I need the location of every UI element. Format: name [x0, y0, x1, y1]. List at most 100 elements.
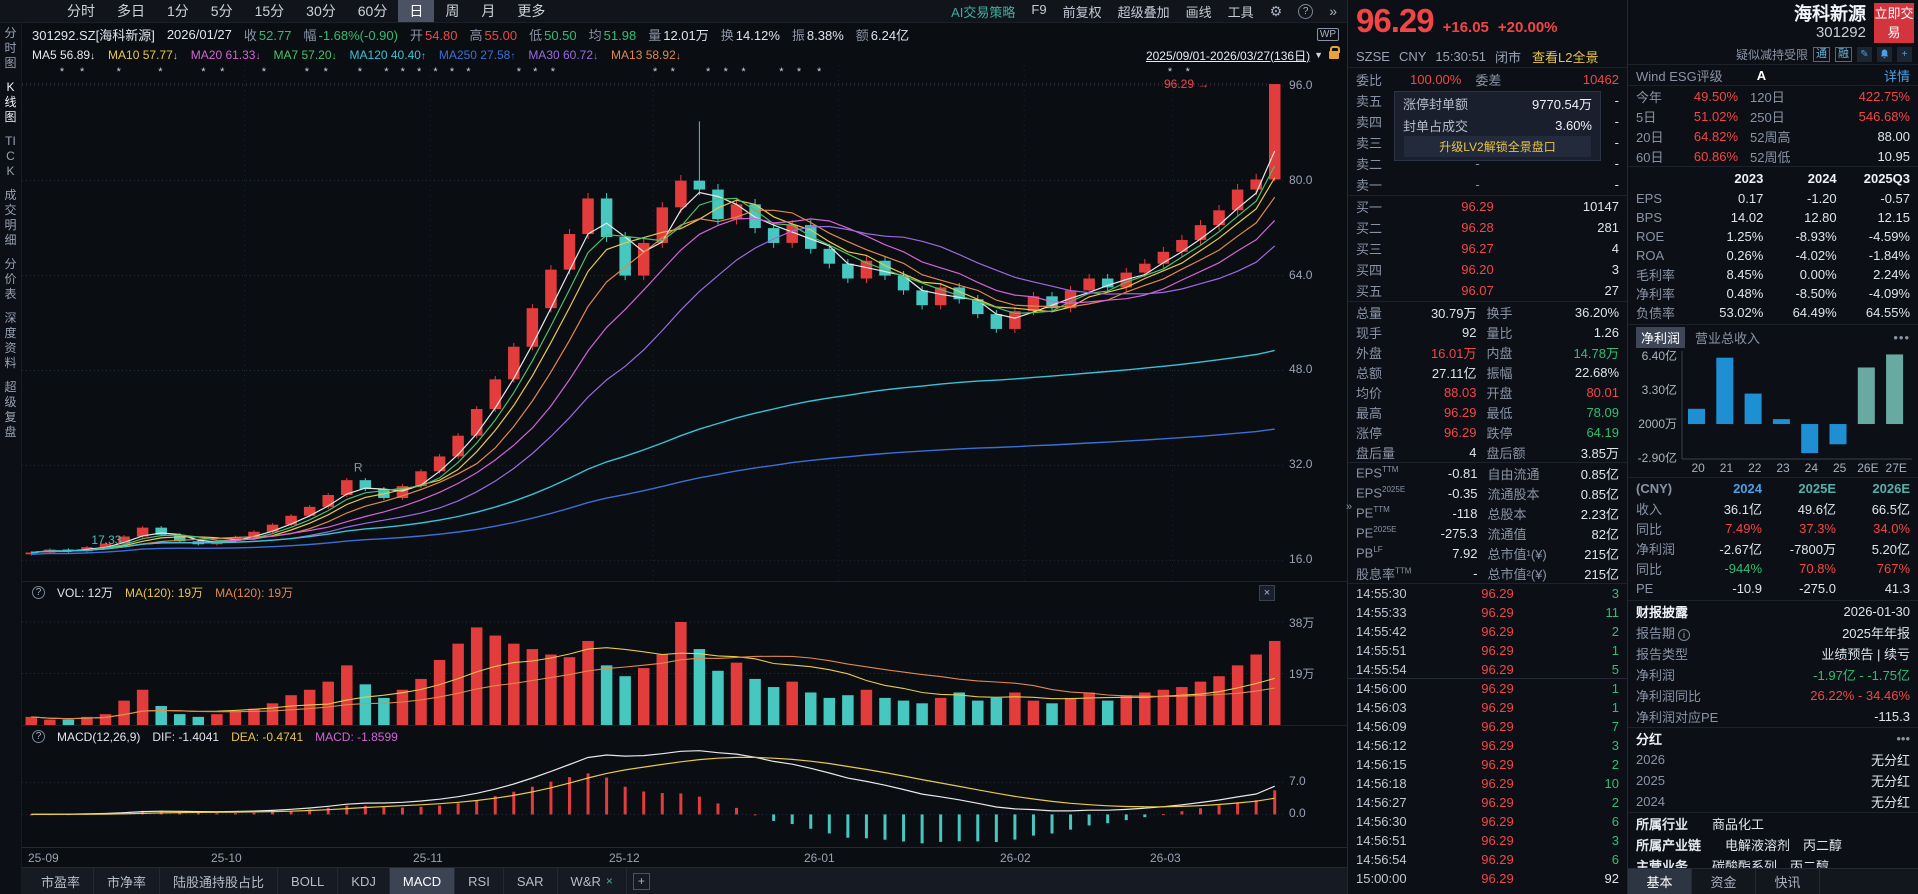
- return-row-今年: 今年 49.50% 120日 422.75%: [1628, 86, 1918, 106]
- volume-chart[interactable]: [22, 603, 1284, 725]
- sidebar-item-TICK[interactable]: TICK: [5, 134, 16, 178]
- profit-bar-26E: [1857, 367, 1875, 425]
- info-tab-基本[interactable]: 基本: [1628, 869, 1692, 894]
- tick-row[interactable]: 14:56:51 96.29 3: [1348, 831, 1627, 850]
- sidebar-item-超级复盘[interactable]: 超级复盘: [4, 380, 17, 439]
- indicator-tab-MACD[interactable]: MACD: [389, 868, 456, 894]
- more-tools-icon[interactable]: »: [1329, 3, 1337, 19]
- profit-bar-23: [1772, 419, 1790, 425]
- tick-row[interactable]: 14:56:27 96.29 2: [1348, 793, 1627, 812]
- period-tab-15分[interactable]: 15分: [254, 3, 285, 19]
- fin-cell: 64.55%: [1865, 305, 1910, 320]
- info-icon[interactable]: ?: [32, 586, 45, 599]
- tool-button-0[interactable]: AI交易策略: [951, 4, 1016, 20]
- sidebar-item-成交明细[interactable]: 成交明细: [4, 188, 17, 247]
- macd-chart[interactable]: [22, 747, 1284, 847]
- info-tab-资金[interactable]: 资金: [1692, 869, 1756, 894]
- svg-text:*: *: [80, 66, 85, 78]
- tool-button-5[interactable]: 工具: [1227, 4, 1254, 20]
- period-tab-1分[interactable]: 1分: [167, 3, 189, 19]
- profit-tab-营业总收入[interactable]: 营业总收入: [1695, 330, 1761, 346]
- tick-row[interactable]: 15:00:00 96.29 92: [1348, 869, 1627, 888]
- indicator-tab-市净率[interactable]: 市净率: [94, 868, 161, 894]
- tick-row[interactable]: 14:56:15 96.29 2: [1348, 755, 1627, 774]
- sidebar-item-分时图[interactable]: 分时图: [4, 26, 17, 70]
- tick-row[interactable]: 14:55:30 96.29 3: [1348, 584, 1627, 603]
- add-watchlist-icon[interactable]: +: [1897, 46, 1912, 62]
- info-icon[interactable]: ?: [32, 730, 45, 743]
- period-tab-月[interactable]: 月: [481, 3, 496, 19]
- period-tab-60分[interactable]: 60分: [357, 3, 388, 19]
- period-tab-周[interactable]: 周: [445, 3, 460, 19]
- close-icon[interactable]: ×: [1259, 584, 1275, 601]
- gear-icon[interactable]: ⚙: [1269, 2, 1283, 19]
- tool-button-3[interactable]: 超级叠加: [1117, 4, 1170, 20]
- trade-now-button[interactable]: 立即交易: [1874, 3, 1914, 43]
- return-label: 20日: [1636, 129, 1664, 145]
- tick-row[interactable]: 14:56:03 96.29 1: [1348, 698, 1627, 717]
- indicator-tab-BOLL[interactable]: BOLL: [278, 868, 339, 894]
- indicator-tab-市盈率[interactable]: 市盈率: [28, 868, 95, 894]
- info-tab-快讯[interactable]: 快讯: [1756, 869, 1820, 894]
- tick-row[interactable]: 14:56:18 96.29 10: [1348, 774, 1627, 793]
- ma-text: MA10 57.77: [108, 48, 173, 62]
- level-qty: -: [1614, 135, 1619, 150]
- period-tab-日[interactable]: 日: [398, 0, 435, 22]
- tick-row[interactable]: 14:56:30 96.29 6: [1348, 812, 1627, 831]
- more-options-icon[interactable]: •••: [1896, 731, 1910, 746]
- more-options-icon[interactable]: •••: [1893, 329, 1910, 345]
- level-label: 买二: [1356, 221, 1383, 236]
- period-tab-30分[interactable]: 30分: [306, 3, 336, 19]
- disclosure-date: 2026-01-30: [1843, 604, 1911, 619]
- tick-row[interactable]: 14:56:12 96.29 3: [1348, 736, 1627, 755]
- sidebar-item-K线图[interactable]: K线图: [4, 80, 17, 124]
- tool-button-1[interactable]: F9: [1031, 1, 1047, 17]
- fin-cell: -4.02%: [1795, 248, 1837, 263]
- disclosure-row-报告类型: 报告类型 业绩预告 | 续亏: [1628, 643, 1918, 664]
- tick-row[interactable]: 14:56:09 96.29 7: [1348, 717, 1627, 736]
- tool-button-4[interactable]: 画线: [1185, 4, 1212, 20]
- wp-badge[interactable]: WP: [1316, 27, 1339, 41]
- upgrade-l2-button[interactable]: 升级LV2解锁全景盘口: [1404, 136, 1591, 157]
- tick-price: 96.29: [1481, 700, 1514, 715]
- tick-row[interactable]: 14:55:42 96.29 2: [1348, 622, 1627, 641]
- bell-icon[interactable]: [1877, 46, 1892, 62]
- ma-MA120: MA120 40.40↑: [350, 48, 426, 62]
- tick-row[interactable]: 14:56:00 96.29 1: [1348, 679, 1627, 698]
- indicator-tab-SAR[interactable]: SAR: [504, 868, 558, 894]
- indicator-tab-W&R[interactable]: W&R ×: [558, 868, 627, 894]
- period-tab-多日[interactable]: 多日: [117, 3, 145, 19]
- profit-tab-净利润[interactable]: 净利润: [1636, 326, 1686, 348]
- add-indicator-icon[interactable]: +: [632, 872, 650, 890]
- date-range-selector[interactable]: 2025/09/01-2026/03/27(136日) ▼: [1146, 46, 1340, 64]
- tick-row[interactable]: 14:56:54 96.29 6: [1348, 850, 1627, 869]
- tool-button-2[interactable]: 前复权: [1062, 4, 1102, 20]
- indicator-tab-KDJ[interactable]: KDJ: [338, 868, 390, 894]
- candlestick-chart[interactable]: * * * * * * * * * * * * * * * * * * * * * * * * * * * * * R: [22, 65, 1284, 581]
- lock-icon[interactable]: [1329, 46, 1340, 59]
- kline-pane[interactable]: * * * * * * * * * * * * * * * * * * * * * * * * * * * * * R 96.0 80.0 6…: [22, 65, 1347, 581]
- indicator-tab-陆股通持股占比[interactable]: 陆股通持股占比: [160, 868, 279, 894]
- period-tab-5分[interactable]: 5分: [210, 3, 233, 19]
- time-and-sales[interactable]: 14:55:30 96.29 3 14:55:33 96.29 11 14:55:42 96.…: [1348, 584, 1627, 894]
- indicator-tab-RSI[interactable]: RSI: [455, 868, 504, 894]
- panel-collapse-icon[interactable]: »: [1346, 500, 1353, 513]
- sidebar-item-分价表[interactable]: 分价表: [4, 257, 17, 301]
- help-icon[interactable]: ?: [1298, 3, 1314, 19]
- return-row-20日: 20日 64.82% 52周高 88.00: [1628, 126, 1918, 146]
- period-tab-更多[interactable]: 更多: [517, 3, 546, 19]
- l2-link[interactable]: 查看L2全景: [1532, 50, 1599, 65]
- period-tab-分时[interactable]: 分时: [67, 3, 95, 19]
- tick-row[interactable]: 14:55:51 96.29 1: [1348, 641, 1627, 660]
- edit-icon[interactable]: ✎: [1857, 46, 1872, 62]
- macd-pane[interactable]: 7.0 0.0: [22, 747, 1347, 847]
- info-icon[interactable]: i: [1678, 629, 1691, 641]
- tick-row[interactable]: 14:55:54 96.29 5: [1348, 660, 1627, 679]
- volume-pane[interactable]: 38万 19万: [22, 603, 1347, 725]
- esg-detail-link[interactable]: 详情: [1883, 68, 1910, 84]
- fin-row-label: 毛利率: [1636, 268, 1676, 283]
- tick-row[interactable]: 14:55:33 96.29 11: [1348, 603, 1627, 622]
- sidebar-item-深度资料[interactable]: 深度资料: [4, 311, 17, 370]
- chevron-down-icon[interactable]: ▼: [1314, 50, 1323, 60]
- close-icon[interactable]: ×: [605, 874, 613, 888]
